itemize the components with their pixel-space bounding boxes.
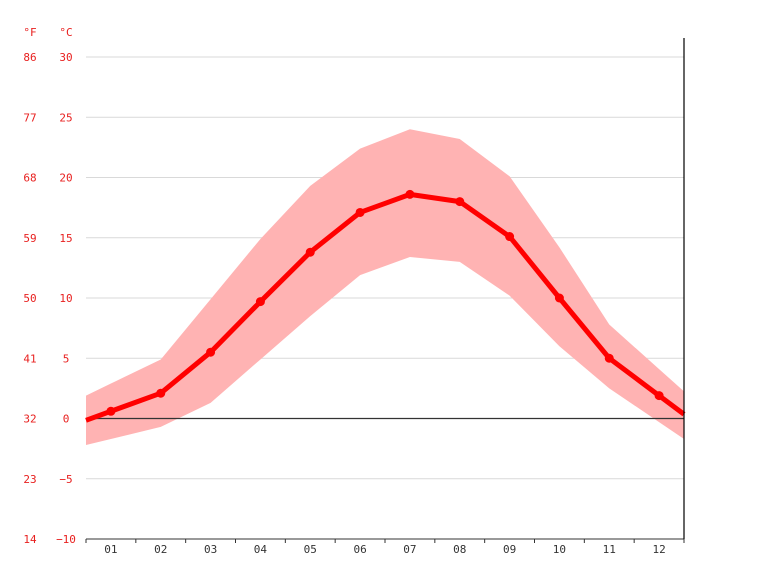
- x-tick-label: 11: [603, 543, 616, 556]
- data-point-12: [654, 391, 664, 401]
- y-axis-labels: °F °C 86 30 77 25 68 20 59 15 50 10 41 5 32 0 23 −5 14 −1…: [23, 26, 76, 546]
- y-tick-label-celsius: 25: [59, 111, 72, 124]
- data-points: [106, 189, 664, 416]
- y-tick-label-fahrenheit: 32: [23, 413, 36, 426]
- y-tick-label-fahrenheit: 41: [23, 352, 36, 365]
- grid-lines: [86, 56, 684, 540]
- x-tick-label: 02: [154, 543, 167, 556]
- y-tick-label-fahrenheit: 86: [23, 51, 36, 64]
- x-tick-label: 04: [254, 543, 268, 556]
- data-point-03: [206, 347, 216, 357]
- x-axis: 01 02 03 04 05 06 07 08 09 10 11 12: [85, 538, 685, 556]
- data-point-11: [604, 353, 614, 363]
- data-point-06: [355, 207, 365, 217]
- y-tick-label-celsius: 15: [59, 232, 72, 245]
- data-point-08: [455, 197, 465, 207]
- y-tick-label-celsius: 10: [59, 292, 72, 305]
- y-tick-label-celsius: 0: [63, 413, 70, 426]
- x-tick-label: 12: [652, 543, 665, 556]
- x-tick-label: 01: [104, 543, 117, 556]
- data-point-07: [405, 189, 415, 199]
- data-point-05: [305, 247, 315, 257]
- x-tick-label: 09: [503, 543, 516, 556]
- x-tick-label: 05: [304, 543, 317, 556]
- data-point-02: [156, 388, 166, 398]
- y-tick-label-fahrenheit: 77: [23, 111, 36, 124]
- y-tick-label-fahrenheit: 14: [23, 533, 37, 546]
- y-tick-label-celsius: 5: [63, 352, 70, 365]
- x-tick-label: 08: [453, 543, 466, 556]
- y-tick-label-celsius: −5: [59, 473, 72, 486]
- y-tick-label-celsius: 20: [59, 172, 72, 185]
- data-point-04: [255, 297, 265, 307]
- unit-fahrenheit-label: °F: [23, 26, 36, 39]
- y-tick-label-celsius: 30: [59, 51, 72, 64]
- x-tick-label: 10: [553, 543, 566, 556]
- y-tick-label-fahrenheit: 59: [23, 232, 36, 245]
- mean-temperature-line: [85, 191, 686, 423]
- x-tick-label: 06: [353, 543, 366, 556]
- x-tick-label: 03: [204, 543, 217, 556]
- unit-celsius-label: °C: [59, 26, 72, 39]
- y-tick-label-fahrenheit: 50: [23, 292, 36, 305]
- y-tick-label-fahrenheit: 23: [23, 473, 36, 486]
- temperature-range-band: [86, 129, 684, 446]
- y-tick-label-celsius: −10: [56, 533, 76, 546]
- data-point-09: [505, 232, 515, 242]
- data-point-10: [554, 293, 564, 303]
- y-tick-label-fahrenheit: 68: [23, 172, 36, 185]
- x-tick-label: 07: [403, 543, 416, 556]
- data-point-01: [106, 406, 116, 416]
